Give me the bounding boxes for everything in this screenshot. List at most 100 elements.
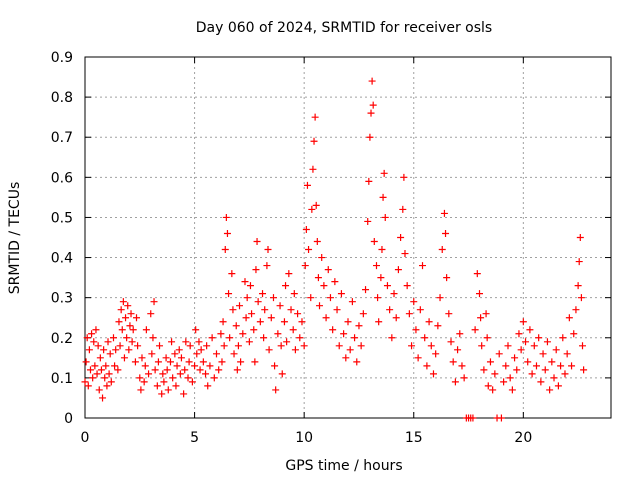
data-point — [554, 382, 562, 390]
data-point — [229, 306, 237, 314]
data-point — [329, 326, 337, 334]
data-point — [515, 330, 523, 338]
data-point — [276, 302, 284, 310]
data-point — [230, 350, 238, 358]
data-point — [563, 350, 571, 358]
data-point — [127, 310, 135, 318]
data-point — [107, 378, 115, 386]
data-point — [399, 205, 407, 213]
data-point — [91, 362, 99, 370]
x-axis-label: GPS time / hours — [285, 458, 402, 474]
data-point — [96, 354, 104, 362]
data-point — [310, 137, 318, 145]
data-point — [318, 254, 326, 262]
data-point — [486, 358, 494, 366]
data-point — [394, 266, 402, 274]
data-point — [309, 165, 317, 173]
data-point — [365, 177, 373, 185]
data-point — [500, 378, 508, 386]
data-point — [254, 298, 262, 306]
data-point — [408, 342, 416, 350]
data-point — [246, 282, 254, 290]
data-point — [342, 354, 350, 362]
data-point — [513, 366, 521, 374]
data-point — [171, 350, 179, 358]
data-point — [163, 366, 171, 374]
data-point — [305, 246, 313, 254]
data-point — [326, 294, 334, 302]
data-point — [85, 346, 93, 354]
data-point — [185, 358, 193, 366]
y-tick-label: 0.8 — [51, 90, 73, 106]
data-point — [269, 294, 277, 302]
data-point — [123, 334, 131, 342]
data-point — [282, 282, 290, 290]
data-point — [136, 374, 144, 382]
data-point — [267, 314, 275, 322]
data-point — [311, 113, 319, 121]
data-point — [193, 350, 201, 358]
data-point — [164, 386, 172, 394]
data-point — [175, 346, 183, 354]
data-point — [250, 326, 258, 334]
data-point — [460, 374, 468, 382]
data-point — [312, 201, 320, 209]
data-point — [213, 350, 220, 358]
data-point — [148, 350, 156, 358]
data-point — [177, 354, 185, 362]
data-point — [251, 358, 259, 366]
data-point — [552, 346, 560, 354]
data-point — [218, 358, 226, 366]
data-point — [151, 366, 159, 374]
data-point — [272, 386, 280, 394]
data-point — [125, 346, 133, 354]
data-point — [442, 229, 450, 237]
data-point — [217, 330, 225, 338]
data-point — [133, 314, 141, 322]
data-point — [546, 386, 554, 394]
data-point — [491, 370, 499, 378]
data-point — [120, 354, 128, 362]
data-point — [290, 290, 298, 298]
data-point — [502, 362, 510, 370]
data-point — [256, 318, 264, 326]
data-point — [287, 306, 295, 314]
data-point — [204, 382, 212, 390]
data-point — [172, 382, 180, 390]
data-point — [532, 362, 540, 370]
data-point — [386, 306, 394, 314]
data-point — [482, 310, 490, 318]
data-point — [561, 370, 569, 378]
data-point — [274, 330, 282, 338]
data-point — [192, 326, 200, 334]
axis-ticks: 0 0.1 0.2 0.3 0.4 0.5 0.6 0.7 0.8 0.9 0 5 10 15 20 — [51, 50, 612, 446]
data-point — [195, 338, 203, 346]
data-point — [277, 342, 285, 350]
data-point — [353, 358, 361, 366]
data-point — [473, 270, 481, 278]
data-point — [421, 334, 429, 342]
data-point — [335, 342, 343, 350]
data-point — [489, 386, 497, 394]
data-point — [517, 346, 525, 354]
data-point — [414, 354, 422, 362]
data-point — [84, 382, 92, 390]
data-point — [576, 234, 584, 241]
data-point — [191, 362, 199, 370]
data-point — [307, 294, 315, 302]
data-point — [112, 346, 120, 354]
data-point — [579, 342, 587, 350]
data-point — [149, 334, 157, 342]
data-point — [186, 342, 194, 350]
data-point — [248, 310, 256, 318]
data-point — [372, 262, 380, 270]
data-point — [203, 342, 211, 350]
data-point — [158, 390, 166, 398]
data-point — [280, 318, 288, 326]
data-point — [206, 362, 214, 370]
data-point — [285, 270, 293, 278]
data-point — [114, 366, 122, 374]
data-point — [234, 342, 242, 350]
data-point — [506, 374, 514, 382]
data-point — [105, 370, 113, 378]
